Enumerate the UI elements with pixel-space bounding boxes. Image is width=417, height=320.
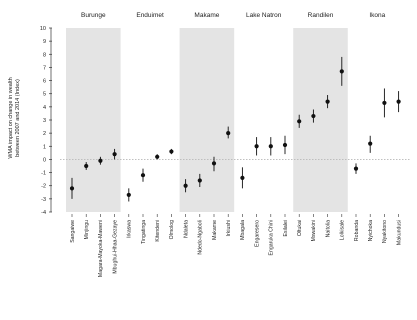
y-tick-label: 0: [43, 157, 46, 163]
data-point: [240, 175, 245, 180]
y-tick-label: -1: [41, 171, 46, 177]
category-label: Robanda: [354, 220, 360, 241]
category-label: Engaruka Chini: [269, 220, 275, 255]
data-point: [396, 99, 401, 104]
y-tick-label: -3: [41, 197, 46, 203]
y-tick-label: 10: [40, 26, 46, 32]
plot-area: -4 -3 -2 -1 0 1 2 3 4 5 6 7 8 9 10 Burunge Sangaiwe Minji…: [40, 12, 410, 277]
data-point: [297, 119, 302, 124]
data-point: [353, 166, 359, 171]
data-point: [282, 142, 288, 148]
data-point: [126, 192, 131, 198]
category-label: Oltukai: [297, 220, 303, 236]
category-label: Nyakitono: [382, 220, 388, 243]
data-point: [169, 149, 174, 154]
y-tick-label: 8: [43, 52, 46, 58]
panel-label-randilen: Randilen: [308, 12, 334, 19]
category-label: Naitolia: [325, 220, 331, 237]
data-point: [325, 99, 330, 104]
y-axis-title: WMA impact on change in wealth between 2…: [8, 77, 21, 158]
data-point: [254, 144, 259, 149]
data-point: [155, 154, 160, 159]
data-point: [211, 161, 217, 166]
category-label: Ndaleta: [183, 220, 189, 238]
y-tick-label: 5: [43, 92, 46, 98]
category-label: Tingatinga: [141, 220, 147, 244]
data-point: [112, 152, 117, 157]
category-label: Kitendeni: [155, 220, 161, 242]
y-tick-label: 9: [43, 39, 46, 45]
y-tick-label: 7: [43, 65, 46, 71]
panel-label-burunge: Burunge: [81, 12, 106, 19]
category-label: Ndedo-Ngaboli: [198, 220, 204, 255]
panel-label-lake-natron: Lake Natron: [246, 12, 282, 19]
panel-label-enduimet: Enduimet: [136, 12, 164, 19]
y-tick-label: 6: [43, 79, 46, 85]
panel-background-randilen: [293, 28, 348, 212]
y-tick-label: 2: [43, 131, 46, 137]
category-label: Lolkisale: [340, 220, 346, 240]
data-point: [339, 69, 344, 74]
y-tick-label: -2: [41, 184, 46, 190]
y-axis-title-line-1: WMA impact on change in wealth: [8, 77, 14, 158]
panel-label-makame: Makame: [194, 12, 219, 19]
data-point: [311, 113, 316, 119]
category-label: Makame: [212, 220, 218, 240]
panel-label-ikona: Ikona: [369, 12, 385, 19]
y-tick-label: 4: [43, 105, 46, 111]
data-point: [382, 100, 387, 106]
data-point: [140, 173, 146, 178]
data-point: [183, 183, 188, 188]
category-label: Mbagala: [240, 220, 246, 240]
y-tick-label: 1: [43, 144, 46, 150]
category-label: Minjingu: [84, 220, 90, 239]
category-label: Mbughui-Hhaa-Gezaye: [112, 220, 118, 274]
data-point: [98, 158, 103, 163]
category-label: Nyichoka: [368, 220, 374, 241]
category-label: Irkaswa: [127, 220, 133, 238]
category-label: Engaresero: [254, 220, 260, 247]
data-point: [84, 163, 89, 169]
category-label: Sangaiwe: [70, 220, 76, 243]
data-point: [197, 178, 202, 183]
category-label: Irkiushi: [226, 220, 232, 236]
data-point: [268, 144, 273, 149]
y-tick-label: -4: [41, 210, 46, 216]
data-point: [368, 141, 373, 146]
data-point: [69, 186, 75, 191]
category-label: Esilalei: [283, 220, 289, 236]
category-label: Makundusi: [396, 220, 402, 245]
panel-background-burunge: [66, 28, 121, 212]
y-tick-label: 3: [43, 118, 46, 124]
category-label: Magara-Mayoka-Maweni: [98, 220, 104, 277]
category-label: Olmolog: [169, 220, 175, 239]
y-axis-title-line-2: between 2007 and 2014 (Index): [15, 79, 21, 157]
data-point: [226, 131, 231, 136]
category-label: Mswakini: [311, 220, 317, 241]
panel-background-makame: [179, 28, 235, 212]
